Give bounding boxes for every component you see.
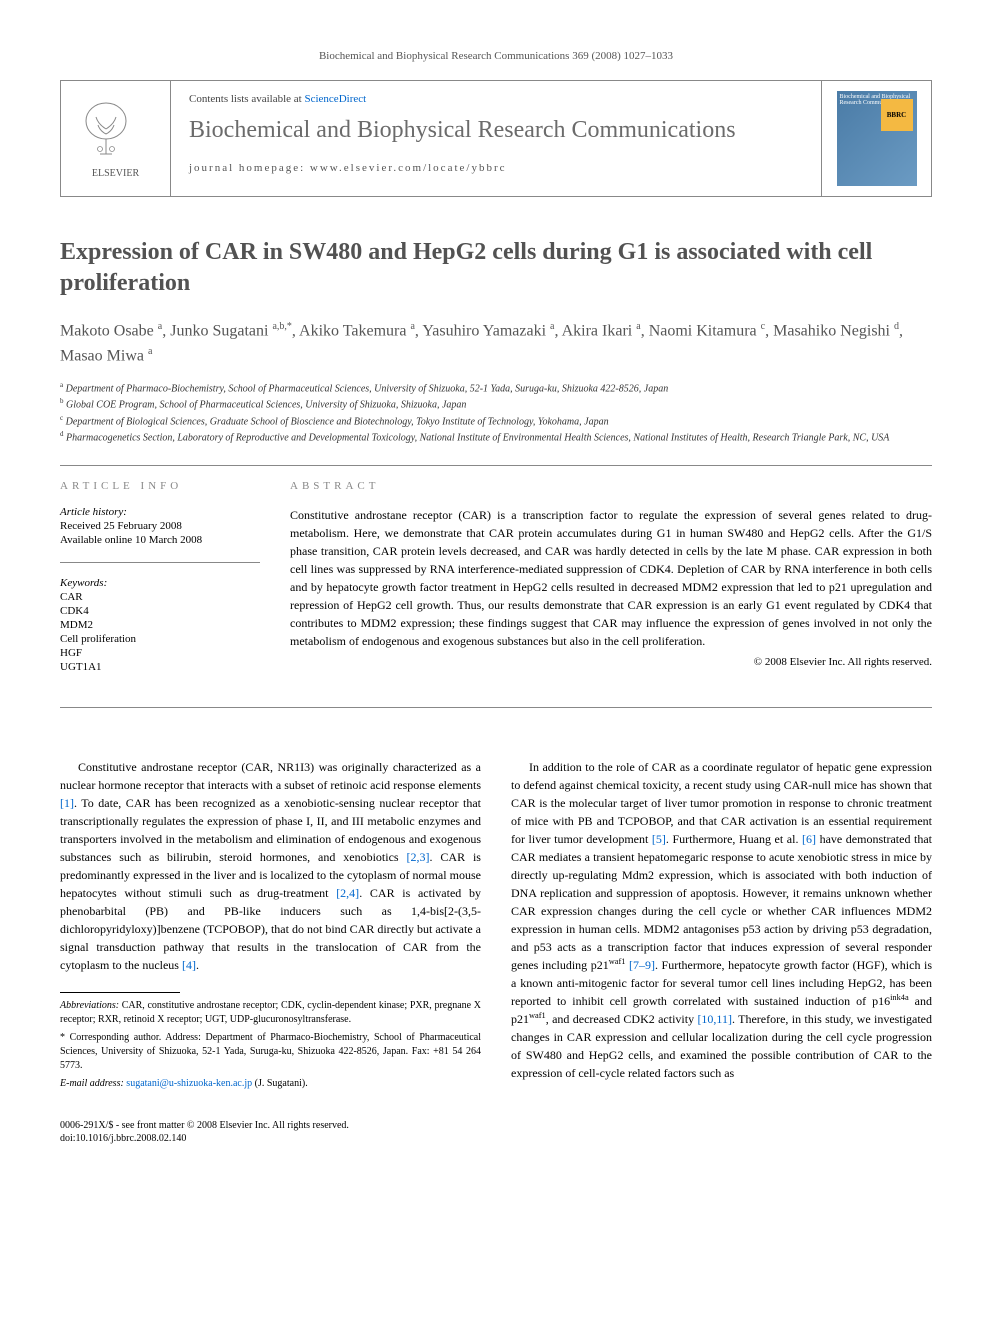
keywords-label: Keywords: — [60, 577, 260, 589]
online-date: Available online 10 March 2008 — [60, 534, 260, 546]
ref-link[interactable]: [5] — [652, 832, 666, 846]
email-link[interactable]: sugatani@u-shizuoka-ken.ac.jp — [126, 1078, 252, 1089]
journal-cover-cell: Biochemical and Biophysical Research Com… — [821, 81, 931, 196]
header-center: Contents lists available at ScienceDirec… — [171, 81, 821, 196]
keyword: Cell proliferation — [60, 633, 260, 645]
corresponding-footnote: * Corresponding author. Address: Departm… — [60, 1031, 481, 1073]
contents-prefix: Contents lists available at — [189, 93, 304, 105]
sciencedirect-link[interactable]: ScienceDirect — [304, 93, 366, 105]
contents-line: Contents lists available at ScienceDirec… — [189, 93, 803, 105]
article-title: Expression of CAR in SW480 and HepG2 cel… — [60, 237, 932, 299]
keyword: CDK4 — [60, 605, 260, 617]
keyword: MDM2 — [60, 619, 260, 631]
body-paragraph: Constitutive androstane receptor (CAR, N… — [60, 758, 481, 974]
body-column-right: In addition to the role of CAR as a coor… — [511, 758, 932, 1095]
front-matter-line: 0006-291X/$ - see front matter © 2008 El… — [60, 1119, 932, 1132]
header-box: ELSEVIER Contents lists available at Sci… — [60, 80, 932, 197]
ref-link[interactable]: [10,11] — [697, 1012, 732, 1026]
abstract-copyright: © 2008 Elsevier Inc. All rights reserved… — [290, 656, 932, 668]
divider — [60, 465, 932, 466]
journal-title: Biochemical and Biophysical Research Com… — [189, 117, 803, 144]
history-label: Article history: — [60, 506, 260, 518]
abbreviations-footnote: Abbreviations: CAR, constitutive androst… — [60, 999, 481, 1027]
running-head: Biochemical and Biophysical Research Com… — [60, 50, 932, 62]
elsevier-label: ELSEVIER — [76, 168, 156, 179]
ref-link[interactable]: [2,3] — [407, 850, 430, 864]
corr-label: * Corresponding author. — [60, 1032, 161, 1043]
homepage-line: journal homepage: www.elsevier.com/locat… — [189, 162, 803, 174]
article-info-head: ARTICLE INFO — [60, 480, 260, 492]
elsevier-tree-icon — [76, 99, 136, 159]
ref-link[interactable]: [6] — [802, 832, 816, 846]
email-suffix: (J. Sugatani). — [252, 1078, 308, 1089]
ref-link[interactable]: [1] — [60, 796, 74, 810]
abbrev-label: Abbreviations: — [60, 1000, 119, 1011]
article-info-column: ARTICLE INFO Article history: Received 2… — [60, 480, 260, 689]
divider — [60, 562, 260, 563]
authors-list: Makoto Osabe a, Junko Sugatani a,b,*, Ak… — [60, 319, 932, 368]
keyword: UGT1A1 — [60, 661, 260, 673]
bbrc-badge: BBRC — [881, 99, 913, 131]
body-columns: Constitutive androstane receptor (CAR, N… — [60, 758, 932, 1095]
affiliation-line: d Pharmacogenetics Section, Laboratory o… — [60, 429, 932, 445]
divider — [60, 707, 932, 708]
footer-line: 0006-291X/$ - see front matter © 2008 El… — [60, 1119, 932, 1145]
affiliation-line: a Department of Pharmaco-Biochemistry, S… — [60, 380, 932, 396]
keyword: HGF — [60, 647, 260, 659]
homepage-prefix: journal homepage: — [189, 162, 310, 174]
affiliation-line: b Global COE Program, School of Pharmace… — [60, 396, 932, 412]
body-column-left: Constitutive androstane receptor (CAR, N… — [60, 758, 481, 1095]
affiliations: a Department of Pharmaco-Biochemistry, S… — [60, 380, 932, 445]
history-block: Article history: Received 25 February 20… — [60, 506, 260, 546]
abstract-text: Constitutive androstane receptor (CAR) i… — [290, 506, 932, 650]
elsevier-logo: ELSEVIER — [76, 99, 156, 179]
footnotes: Abbreviations: CAR, constitutive androst… — [60, 999, 481, 1091]
homepage-url: www.elsevier.com/locate/ybbrc — [310, 162, 507, 174]
footnote-rule — [60, 992, 180, 993]
affiliation-line: c Department of Biological Sciences, Gra… — [60, 413, 932, 429]
email-footnote: E-mail address: sugatani@u-shizuoka-ken.… — [60, 1077, 481, 1091]
ref-link[interactable]: [4] — [182, 958, 196, 972]
abbrev-text: CAR, constitutive androstane receptor; C… — [60, 1000, 481, 1025]
info-abstract-row: ARTICLE INFO Article history: Received 2… — [60, 480, 932, 689]
page: Biochemical and Biophysical Research Com… — [0, 0, 992, 1195]
abstract-head: ABSTRACT — [290, 480, 932, 492]
abstract-column: ABSTRACT Constitutive androstane recepto… — [290, 480, 932, 689]
body-paragraph: In addition to the role of CAR as a coor… — [511, 758, 932, 1082]
ref-link[interactable]: [7–9] — [629, 958, 655, 972]
journal-cover-thumbnail: Biochemical and Biophysical Research Com… — [837, 91, 917, 186]
publisher-logo-cell: ELSEVIER — [61, 81, 171, 196]
keyword: CAR — [60, 591, 260, 603]
ref-link[interactable]: [2,4] — [336, 886, 359, 900]
received-date: Received 25 February 2008 — [60, 520, 260, 532]
doi-line: doi:10.1016/j.bbrc.2008.02.140 — [60, 1132, 932, 1145]
email-label: E-mail address: — [60, 1078, 124, 1089]
keywords-block: Keywords: CAR CDK4 MDM2 Cell proliferation H… — [60, 577, 260, 673]
